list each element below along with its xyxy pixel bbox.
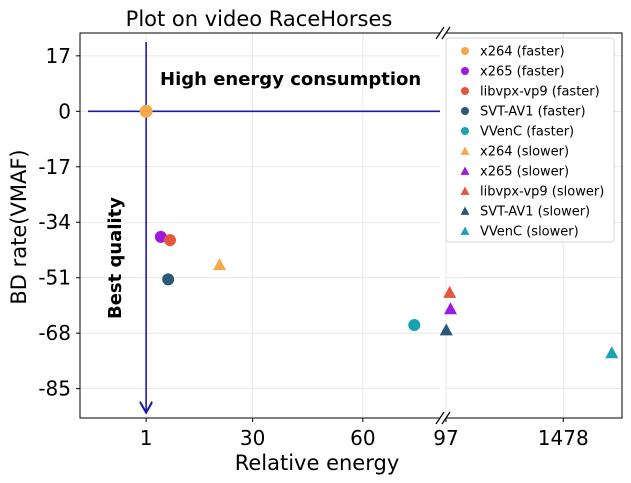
legend-label: VVenC (faster) (480, 125, 574, 140)
x-tick-label: 60 (350, 426, 375, 450)
legend-marker (460, 186, 470, 195)
y-tick-label: -85 (38, 377, 71, 401)
axis-break-mark (441, 26, 451, 40)
annotation-best-quality: Best quality (105, 197, 126, 319)
data-point (162, 273, 175, 286)
legend-marker (460, 206, 470, 215)
y-tick-label: -34 (38, 210, 71, 234)
legend-label: SVT-AV1 (faster) (480, 105, 586, 120)
x-tick-label: 1478 (538, 426, 589, 450)
y-tick-label: -68 (38, 321, 71, 345)
legend-marker (461, 107, 469, 115)
legend-marker (460, 166, 470, 175)
axis-break-mark (435, 26, 445, 40)
y-axis-label: BD rate(VMAF) (7, 149, 31, 304)
data-point (408, 319, 421, 332)
legend-marker (460, 146, 470, 155)
data-point (439, 323, 453, 336)
chart-title: Plot on video RaceHorses (126, 7, 393, 31)
legend-marker (460, 226, 470, 235)
y-tick-label: -51 (38, 266, 71, 290)
y-tick-label: 17 (46, 44, 71, 68)
x-tick-label: 1 (140, 426, 153, 450)
legend-marker (461, 47, 469, 55)
legend-label: x265 (slower) (480, 165, 569, 180)
axis-break-mark (435, 411, 445, 425)
legend-marker (461, 127, 469, 135)
legend-label: x265 (faster) (480, 65, 565, 80)
axes-frame-right (446, 32, 623, 419)
data-point (443, 302, 457, 315)
legend-label: x264 (slower) (480, 145, 569, 160)
y-tick-label: 0 (58, 99, 71, 123)
data-point (443, 285, 457, 298)
axes-frame-left (79, 32, 440, 419)
legend-marker (461, 87, 469, 95)
data-points (139, 104, 619, 359)
legend-label: SVT-AV1 (slower) (480, 205, 590, 220)
x-axis-label: Relative energy (235, 451, 400, 475)
legend-label: libvpx-vp9 (faster) (480, 85, 600, 100)
axis-ticks: 17 0 -17 -34 -51 -68 -85 1 30 60 97 1478 (38, 44, 588, 450)
data-point (605, 346, 619, 359)
annotation-high-energy: High energy consumption (160, 69, 421, 90)
axes-frame (79, 26, 623, 425)
legend-label: libvpx-vp9 (slower) (480, 185, 604, 200)
data-point (164, 234, 176, 247)
reference-point (139, 104, 153, 118)
legend-label: VVenC (slower) (480, 225, 579, 240)
x-tick-label: 30 (240, 426, 265, 450)
y-tick-label: -17 (38, 155, 71, 179)
x-tick-label: 97 (433, 426, 458, 450)
data-point (213, 258, 227, 271)
data-point (154, 230, 167, 243)
legend-marker (461, 67, 469, 75)
legend-label: x264 (faster) (480, 45, 565, 60)
legend: x264 (faster) x265 (faster) libvpx-vp9 (fa… (445, 37, 615, 243)
legend-box (445, 37, 615, 243)
